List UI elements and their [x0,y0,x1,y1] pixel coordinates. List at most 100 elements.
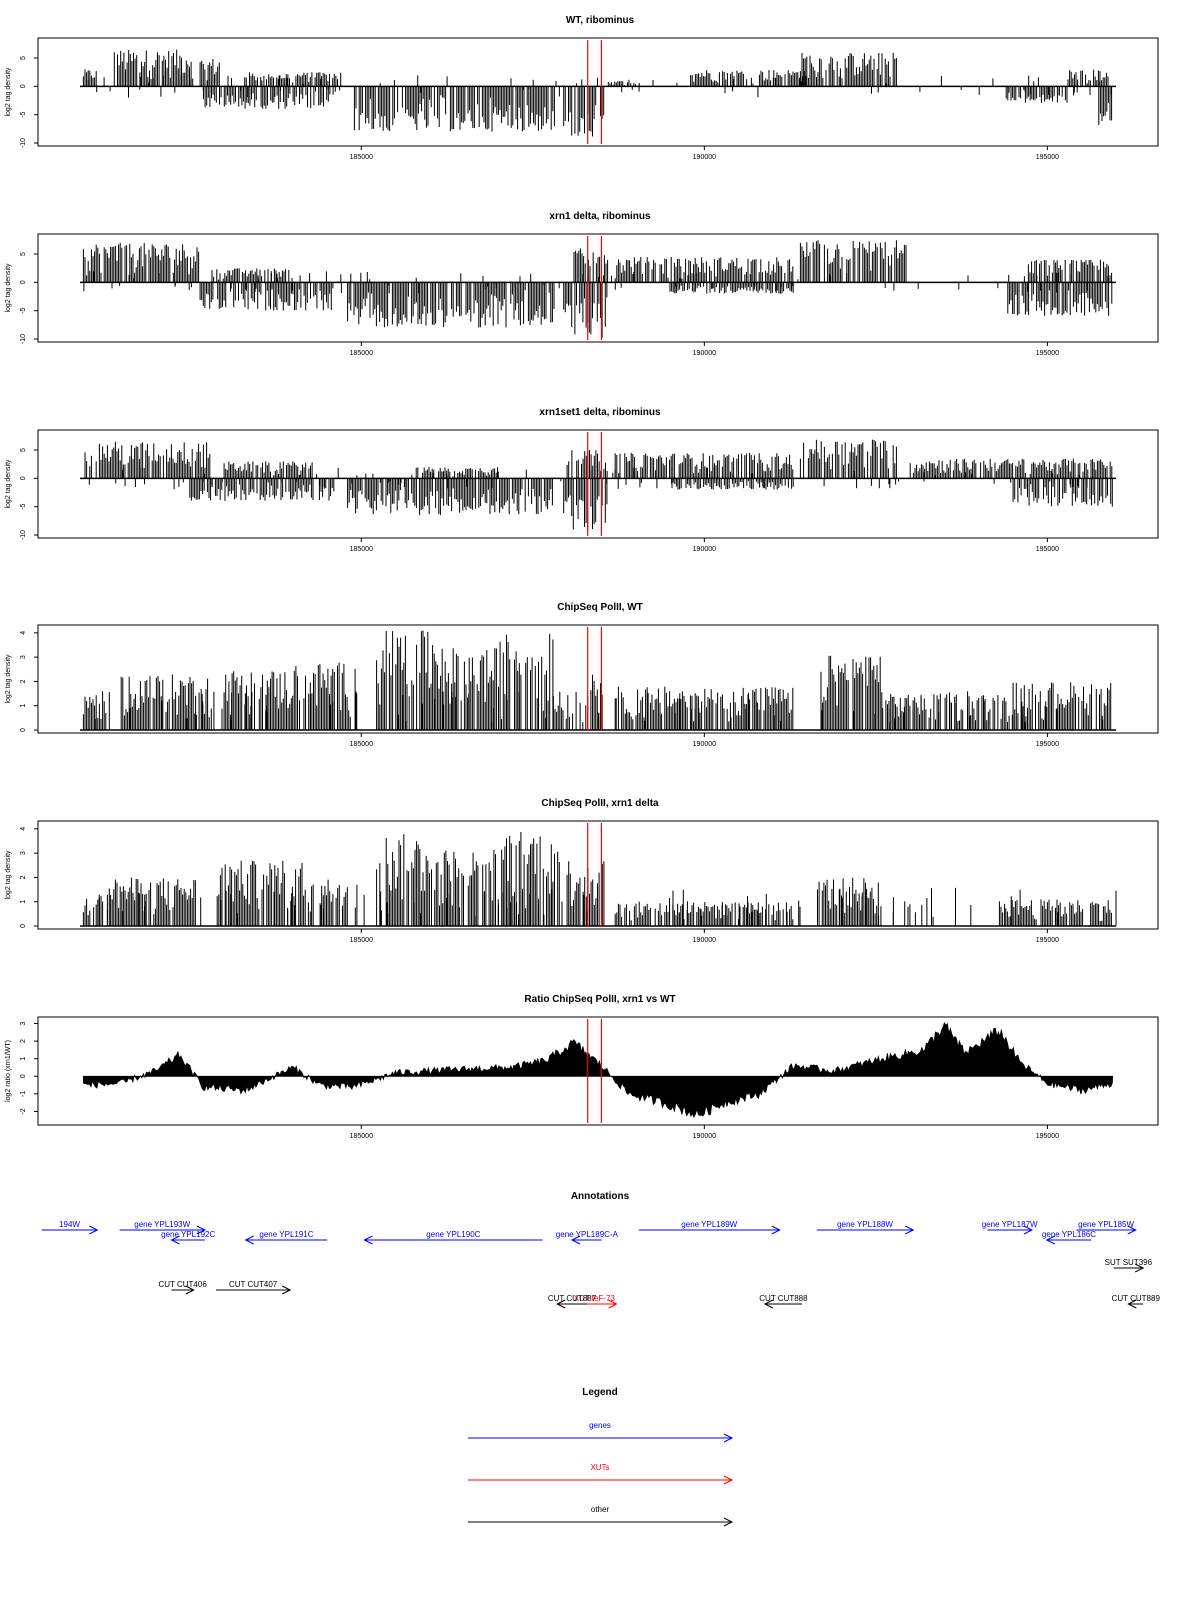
y-tick-label: -10 [20,334,27,344]
gene-label: gene YPL192C [161,1230,215,1239]
y-tick-label: 1 [20,900,27,904]
data-region-1 [82,896,108,926]
data-region-10 [1007,282,1113,316]
data-bars [552,691,574,730]
other-arrow-head [556,1299,566,1309]
data-region-4 [347,478,553,516]
other-feature: CUT CUT889 [1112,1294,1160,1309]
other-arrow-head [1134,1263,1145,1273]
gene-feature: gene YPL189W [638,1220,781,1235]
data-bars [799,439,897,479]
data-region-8 [607,81,636,87]
x-tick-label: 185000 [350,1133,373,1140]
y-axis-label: log2 tag density [5,654,12,704]
y-tick-label: 4 [20,827,27,831]
y-tick-label: 2 [20,875,27,879]
panel-5: ChipSeq PolII, xrn1 delta log2 tag densit… [5,798,1159,944]
plot-frame [37,37,1159,147]
x-tick-label: 190000 [693,937,716,944]
data-region-8 [552,691,574,730]
y-tick-label: -5 [20,111,27,117]
y-axis-label: log2 tag density [5,850,12,900]
data-bars [607,81,636,87]
data-bars [1012,478,1113,507]
data-bars [573,248,609,283]
data-bars [82,691,107,730]
x-tick-label: 195000 [1036,741,1059,748]
data-bars [669,282,794,294]
legend-item-xuts: XUTs [468,1463,734,1485]
gene-label: gene YPL189C-A [556,1230,619,1239]
data-region-11 [909,458,1113,479]
y-tick-label: 0 [20,924,27,928]
legend-item-other: other [468,1505,734,1527]
panel-4: ChipSeq PolII, WT log2 tag density 0 1 2 3 4 18… [5,602,1159,748]
data-region-2 [113,49,194,87]
data-bars [882,693,1013,730]
gene-feature: gene YPL192C [161,1230,215,1245]
data-bars [244,72,342,87]
data-region-2 [106,877,196,926]
data-bars [820,655,883,730]
gene-label: gene YPL186C [1042,1230,1096,1239]
xut-label: XUT teF-73 [574,1294,616,1303]
data-bars [614,257,794,283]
gene-label: 194W [59,1220,80,1229]
data-bars [199,282,334,311]
y-tick-label: 0 [20,476,27,480]
y-tick-label: 5 [20,56,27,60]
data-bars [223,461,313,479]
gene-label: gene YPL190C [426,1230,480,1239]
other-feature: CUT CUT407 [216,1280,292,1295]
data-bars [1005,86,1068,103]
data-bars [431,849,496,926]
data-bars-sparse [95,691,1103,730]
y-tick-label: -2 [20,1108,27,1114]
gene-arrow-head [244,1235,254,1245]
data-bars [189,478,335,501]
data-region-1 [84,441,211,479]
panel-6: Ratio ChipSeq PolII, xrn1 vs WT log2 rati… [5,994,1159,1140]
data-region-11 [820,655,883,730]
gene-feature: gene YPL186C [1042,1230,1096,1245]
data-bars [817,877,879,926]
other-label: CUT CUT887 [548,1294,597,1303]
data-region-3 [223,461,313,479]
y-tick-label: 2 [20,679,27,683]
other-arrow-head [1127,1299,1137,1309]
plot-frame [37,1016,1159,1126]
data-bars [614,901,794,926]
y-tick-label: -5 [20,503,27,509]
other-feature: CUT CUT888 [759,1294,808,1309]
gene-arrow-head [1023,1225,1034,1235]
legend-arrow-head [723,1517,734,1527]
gene-arrow-head [170,1235,180,1245]
x-tick-label: 195000 [1036,1133,1059,1140]
y-tick-label: 3 [20,851,27,855]
data-region-6 [573,248,609,283]
plot-frame [37,820,1159,930]
other-feature: CUT CUT406 [158,1280,207,1295]
gene-feature: gene YPL190C [363,1230,543,1245]
y-tick-label: 0 [20,1074,27,1078]
legend-panel: Legend genes XUTs other [468,1387,734,1527]
data-region-5 [376,834,430,926]
legend-arrow-head [723,1433,734,1443]
gene-arrow-head [89,1225,99,1235]
data-region-10 [799,439,897,479]
data-region-5 [203,86,334,109]
data-bars [376,834,430,926]
data-region-13 [1098,86,1113,125]
data-region-13 [1012,682,1112,730]
panel-title: xrn1 delta, ribominus [549,211,651,222]
data-bars [563,282,608,338]
x-tick-label: 195000 [1036,154,1059,161]
data-bars [909,458,1113,479]
data-region-2 [189,478,335,501]
x-tick-label: 190000 [693,546,716,553]
data-bars [82,242,200,283]
data-bars [120,674,210,730]
data-bars [566,861,605,926]
data-bars [1027,259,1113,283]
